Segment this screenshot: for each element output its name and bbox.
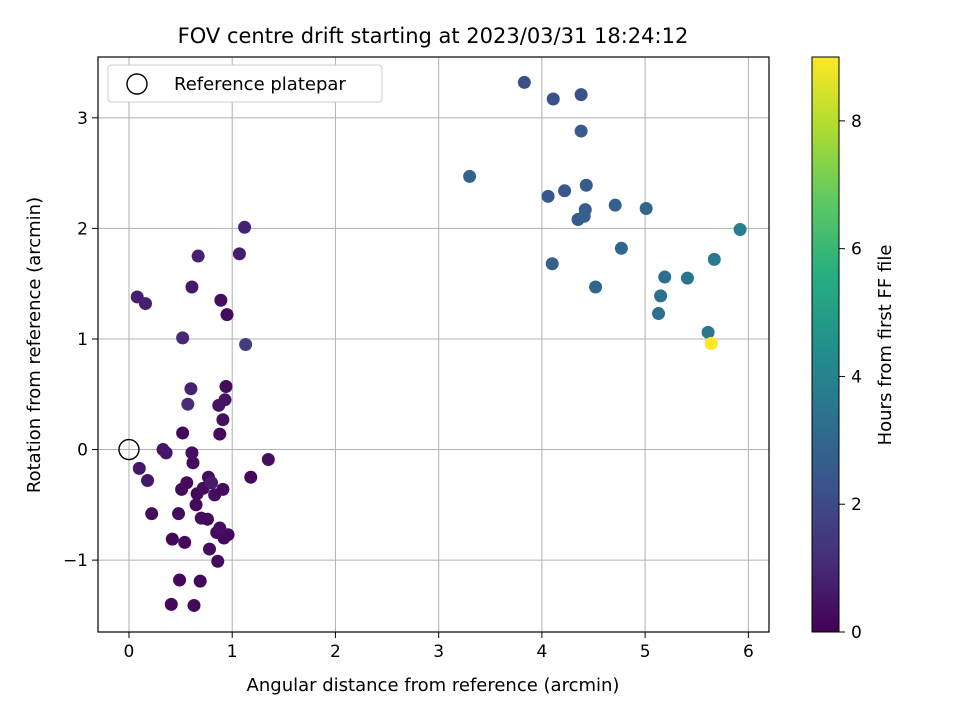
- data-point: [212, 398, 226, 412]
- y-tick-label: 1: [77, 330, 88, 350]
- data-point: [652, 307, 666, 321]
- data-point: [541, 189, 555, 203]
- data-point: [214, 293, 228, 307]
- data-point: [216, 413, 230, 427]
- data-point: [191, 249, 205, 263]
- data-point: [704, 336, 718, 350]
- plot-frame: [97, 56, 770, 633]
- data-point: [546, 92, 560, 106]
- data-point: [219, 380, 233, 394]
- data-point: [545, 257, 559, 271]
- x-tick-label: 4: [536, 642, 547, 662]
- data-point: [733, 223, 747, 236]
- colorbar-tick-label: 8: [851, 112, 862, 132]
- data-point: [614, 241, 628, 255]
- data-point: [261, 453, 275, 466]
- data-point: [141, 474, 155, 488]
- x-axis-ticks: 0 1 2 3 4 5 6: [124, 632, 754, 662]
- data-point: [176, 331, 190, 345]
- data-point: [239, 338, 253, 351]
- data-point: [658, 270, 672, 284]
- legend-marker-icon: [126, 73, 148, 95]
- y-axis-ticks: −1 0 1 2 3: [63, 109, 98, 571]
- data-point: [216, 482, 230, 496]
- data-points: [130, 75, 747, 612]
- colorbar-gradient: [811, 56, 840, 633]
- chart-title: FOV centre drift starting at 2023/03/31 …: [178, 24, 689, 48]
- colorbar-tick-label: 0: [851, 623, 862, 643]
- data-point: [579, 178, 593, 192]
- colorbar: 0 2 4 6 8 Hours from first FF file: [811, 56, 896, 643]
- data-point: [608, 198, 622, 212]
- y-tick-label: −1: [63, 551, 88, 571]
- data-point: [213, 427, 227, 441]
- data-point: [205, 476, 219, 490]
- y-tick-label: 3: [77, 109, 88, 129]
- data-point: [211, 554, 225, 568]
- data-point: [185, 446, 199, 460]
- y-axis-label: Rotation from reference (arcmin): [24, 197, 45, 493]
- data-point: [145, 507, 159, 521]
- data-point: [463, 169, 477, 183]
- data-point: [558, 184, 572, 198]
- data-point: [238, 220, 252, 234]
- data-point: [172, 507, 186, 521]
- data-point: [574, 88, 588, 102]
- colorbar-tick-label: 4: [851, 367, 862, 387]
- colorbar-ticks: 0 2 4 6 8: [839, 112, 862, 643]
- x-tick-label: 1: [227, 642, 238, 662]
- x-tick-label: 0: [124, 642, 135, 662]
- data-point: [232, 247, 246, 261]
- data-point: [213, 521, 227, 535]
- x-tick-label: 5: [640, 642, 651, 662]
- data-point: [244, 470, 258, 484]
- data-point: [589, 280, 603, 294]
- data-point: [517, 75, 531, 89]
- data-point: [165, 532, 179, 546]
- data-point: [639, 201, 653, 215]
- colorbar-tick-label: 6: [851, 240, 862, 260]
- x-tick-label: 6: [743, 642, 754, 662]
- y-tick-label: 0: [77, 441, 88, 461]
- data-point: [185, 280, 199, 294]
- data-point: [577, 209, 591, 223]
- x-tick-label: 3: [433, 642, 444, 662]
- y-tick-label: 2: [77, 219, 88, 239]
- data-point: [181, 397, 195, 411]
- grid: [98, 57, 769, 632]
- x-axis-label: Angular distance from reference (arcmin): [247, 675, 620, 696]
- reference-marker-icon: [118, 438, 140, 461]
- legend-box: [107, 64, 383, 103]
- data-point: [220, 308, 234, 322]
- data-point: [701, 325, 715, 339]
- data-point: [159, 446, 173, 460]
- data-point: [178, 535, 192, 549]
- x-tick-label: 2: [330, 642, 341, 662]
- data-point: [680, 271, 694, 285]
- data-point: [202, 542, 216, 556]
- data-point: [138, 297, 152, 311]
- colorbar-tick-label: 2: [851, 495, 862, 515]
- reference-marker-group: [118, 438, 140, 461]
- data-point: [193, 574, 207, 588]
- colorbar-label: Hours from first FF file: [875, 245, 896, 446]
- data-point: [186, 456, 200, 470]
- legend: Reference platepar: [107, 64, 383, 103]
- legend-label: Reference platepar: [174, 74, 346, 95]
- data-point: [184, 382, 198, 396]
- data-point: [189, 498, 203, 512]
- data-point: [187, 598, 201, 612]
- data-point: [654, 289, 668, 303]
- data-point: [707, 252, 721, 266]
- data-point: [175, 482, 189, 496]
- data-point: [173, 573, 187, 587]
- data-point: [132, 461, 146, 475]
- data-point: [574, 124, 588, 138]
- data-point: [176, 426, 190, 440]
- data-point: [164, 597, 178, 611]
- data-point: [200, 512, 214, 526]
